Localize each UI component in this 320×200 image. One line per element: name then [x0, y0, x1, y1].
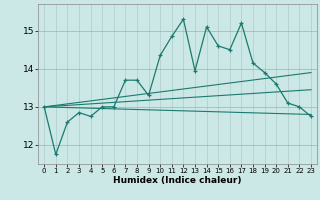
X-axis label: Humidex (Indice chaleur): Humidex (Indice chaleur)	[113, 176, 242, 185]
